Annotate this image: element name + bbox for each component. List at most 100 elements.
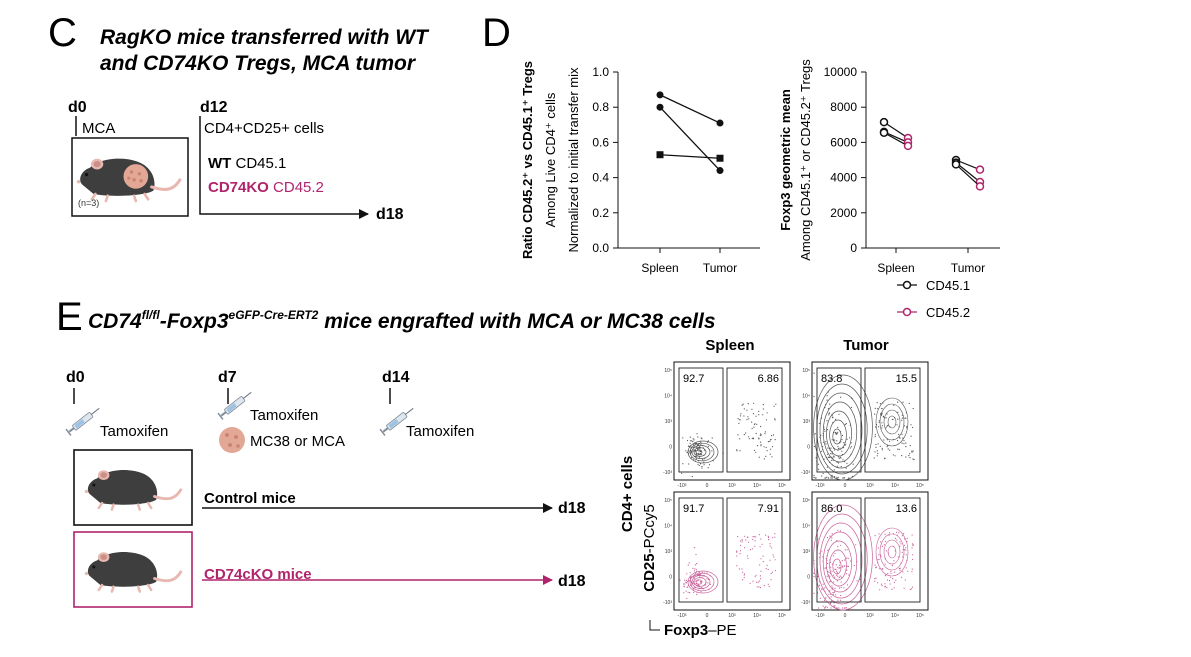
flow-dot bbox=[878, 421, 880, 423]
flow-dot bbox=[883, 439, 885, 441]
panel-e: E CD74fl/fl-Foxp3eGFP-Cre-ERT2 mice engr… bbox=[56, 295, 716, 608]
flow-dot bbox=[758, 456, 760, 458]
flow-dot bbox=[693, 439, 695, 441]
flow-dot bbox=[813, 476, 815, 478]
flow-dot bbox=[826, 399, 828, 401]
flow-pct-right: 6.86 bbox=[758, 373, 779, 385]
flow-dot bbox=[903, 440, 905, 442]
flow-dot bbox=[841, 434, 844, 437]
flow-dot bbox=[823, 599, 826, 602]
flow-dot bbox=[876, 450, 878, 452]
flow-dot bbox=[912, 544, 914, 547]
chart2-ytick-label: 8000 bbox=[830, 100, 857, 114]
chart1-series bbox=[656, 91, 724, 175]
flow-dot bbox=[834, 606, 836, 608]
flow-contour bbox=[695, 579, 703, 585]
flow-dot bbox=[826, 420, 828, 422]
flow-dot bbox=[707, 582, 709, 584]
flow-dot bbox=[911, 586, 914, 588]
chart2-ylabel-bold: Foxp3 geometric mean bbox=[778, 89, 793, 231]
flow-dot bbox=[846, 565, 848, 567]
flow-xtick-label: 0 bbox=[844, 483, 847, 489]
chart2-x-ticks: Spleen Tumor bbox=[877, 248, 985, 275]
flow-dot bbox=[902, 437, 904, 439]
flow-dot bbox=[897, 439, 899, 442]
chart2-ytick-label: 4000 bbox=[830, 171, 857, 185]
flow-dot bbox=[813, 572, 815, 575]
flow-dot bbox=[695, 442, 697, 444]
panel-e-day14: d14 bbox=[382, 369, 410, 386]
flow-dot bbox=[760, 433, 762, 435]
flow-dot bbox=[900, 543, 902, 545]
flow-dot bbox=[903, 425, 906, 427]
flow-dot bbox=[697, 580, 699, 582]
flow-dot bbox=[901, 442, 903, 444]
chart1-point bbox=[716, 119, 724, 127]
flow-dot bbox=[875, 426, 877, 428]
flow-dot bbox=[827, 563, 829, 565]
flow-ytick-label: 10⁴ bbox=[802, 524, 810, 530]
flow-ytick-label: 10³ bbox=[803, 419, 811, 425]
flow-dot bbox=[885, 417, 887, 419]
chart-foxp3: Foxp3 geometric mean Among CD45.1⁺ or CD… bbox=[778, 59, 1000, 320]
flow-dot bbox=[893, 587, 895, 589]
flow-pct-left: 83.8 bbox=[821, 373, 842, 385]
flow-dot bbox=[755, 432, 757, 435]
flow-dot bbox=[905, 549, 907, 551]
flow-dot bbox=[894, 571, 896, 573]
flow-dot bbox=[886, 413, 888, 415]
flow-dot bbox=[902, 549, 904, 551]
flow-dot bbox=[682, 463, 684, 465]
flow-dot bbox=[892, 578, 894, 580]
flow-dot bbox=[701, 571, 704, 574]
flow-dot bbox=[913, 459, 915, 461]
flow-col-tumor: Tumor bbox=[843, 337, 889, 354]
flow-dot bbox=[840, 457, 842, 459]
flow-dot bbox=[834, 439, 836, 441]
flow-dot bbox=[688, 463, 690, 465]
flow-dot bbox=[752, 580, 754, 582]
panel-c-day18: d18 bbox=[376, 206, 404, 223]
flow-dot bbox=[772, 554, 774, 556]
chart2-pair-2 bbox=[879, 128, 913, 151]
flow-dot bbox=[874, 434, 877, 436]
flow-dot bbox=[736, 555, 738, 557]
flow-dot bbox=[690, 457, 693, 459]
flow-contour bbox=[689, 442, 715, 462]
legend-marker-cd451 bbox=[902, 280, 912, 290]
flow-dot bbox=[758, 534, 761, 536]
flow-dot bbox=[759, 546, 761, 548]
flow-dot bbox=[684, 579, 686, 581]
chart1-point bbox=[716, 154, 724, 162]
flow-dot bbox=[768, 537, 770, 539]
flow-ytick-label: 10⁵ bbox=[664, 368, 672, 374]
flow-ytick-label: 0 bbox=[807, 445, 810, 451]
flow-dot bbox=[752, 536, 754, 538]
flow-dot bbox=[877, 452, 879, 455]
flow-dot bbox=[817, 463, 820, 465]
flow-dot bbox=[834, 576, 836, 578]
flow-dot bbox=[747, 536, 749, 538]
flow-dot bbox=[912, 554, 914, 556]
flow-dot bbox=[897, 556, 899, 558]
flow-dot bbox=[743, 573, 746, 575]
flow-dot bbox=[767, 441, 770, 443]
flow-dot bbox=[692, 441, 694, 443]
flow-dot bbox=[741, 404, 743, 406]
flow-dot bbox=[821, 550, 823, 552]
chart1-series-2 bbox=[656, 151, 724, 162]
flow-dot bbox=[847, 565, 850, 568]
flow-dot bbox=[891, 588, 893, 591]
flow-dot bbox=[698, 464, 700, 467]
flow-dot bbox=[763, 585, 765, 587]
flow-dot bbox=[905, 554, 907, 556]
flow-dot bbox=[828, 456, 830, 458]
flow-contour bbox=[887, 545, 897, 559]
flow-dot bbox=[905, 547, 907, 549]
flow-dot bbox=[767, 568, 769, 571]
flow-dot bbox=[741, 541, 743, 543]
flow-dot bbox=[884, 586, 886, 588]
flow-contour bbox=[826, 540, 852, 587]
flow-dot bbox=[840, 466, 842, 468]
flow-xtick-label: 10⁵ bbox=[778, 613, 786, 619]
